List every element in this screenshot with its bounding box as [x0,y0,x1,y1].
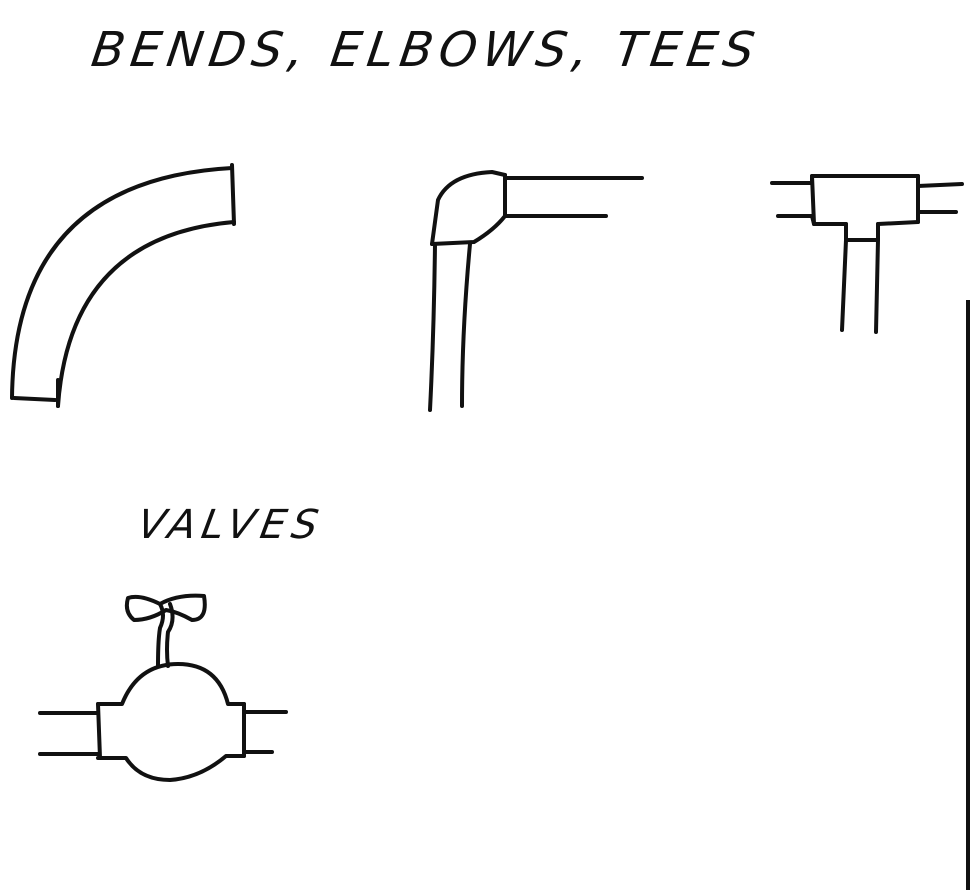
page-edge-line [966,300,970,890]
tee-icon [770,174,964,334]
bend-icon [10,163,236,408]
elbow-icon [428,170,644,412]
valve-icon [38,593,288,782]
